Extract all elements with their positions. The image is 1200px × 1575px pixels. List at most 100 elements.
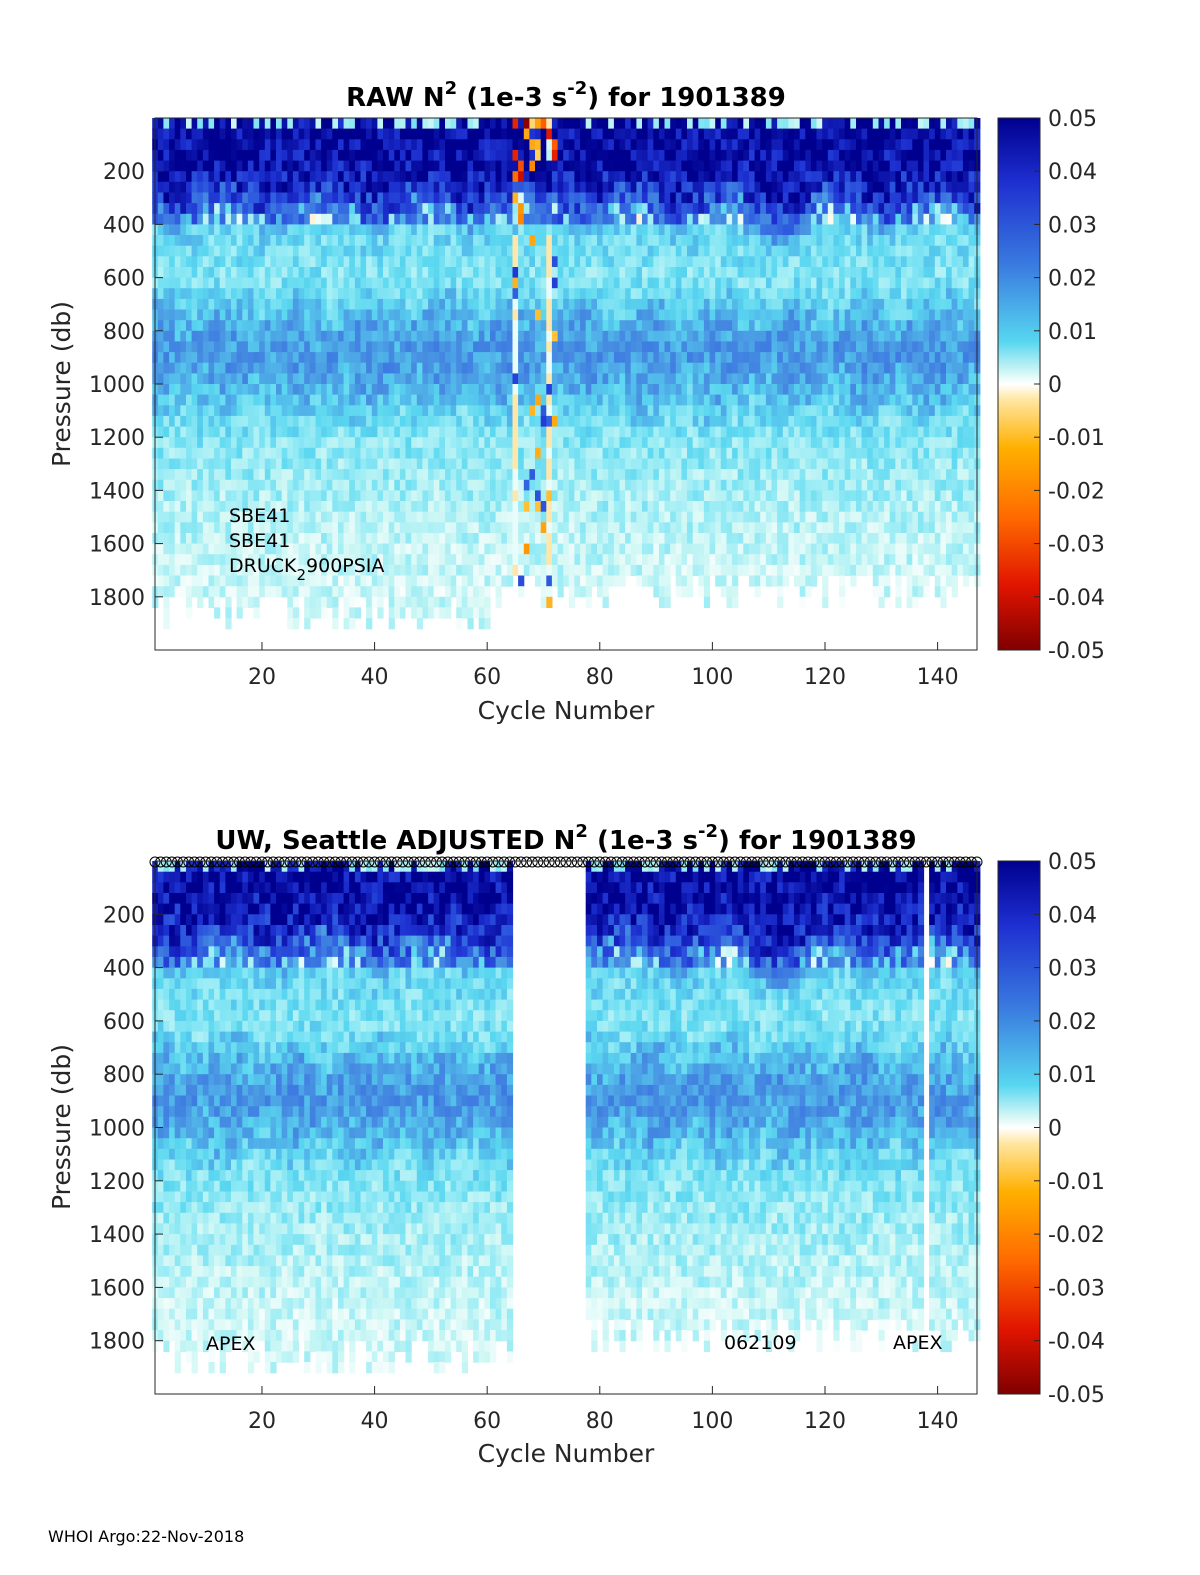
heatmap-cell — [495, 128, 502, 140]
heatmap-cell — [737, 362, 744, 374]
heatmap-cell — [270, 341, 277, 353]
heatmap-cell — [557, 128, 564, 140]
heatmap-cell — [388, 511, 395, 523]
heatmap-cell — [360, 437, 367, 449]
heatmap-cell — [270, 235, 277, 247]
heatmap-cell — [264, 128, 271, 140]
heatmap-cell — [157, 394, 164, 406]
heatmap-cell — [304, 298, 311, 311]
heatmap-cell — [399, 405, 407, 417]
heatmap-cell — [371, 288, 378, 300]
heatmap-cell — [529, 245, 536, 257]
heatmap-cell — [236, 213, 243, 225]
heatmap-cell — [681, 522, 688, 534]
heatmap-cell — [737, 160, 744, 172]
heatmap-cell — [591, 575, 598, 587]
heatmap-cell — [675, 554, 682, 566]
heatmap-cell — [703, 288, 711, 300]
heatmap-cell — [658, 511, 666, 523]
heatmap-cell — [664, 139, 671, 151]
heatmap-cell — [664, 128, 671, 140]
heatmap-cell — [405, 341, 412, 353]
heatmap-cell — [214, 479, 221, 491]
heatmap-cell — [658, 405, 666, 417]
heatmap-cell — [574, 213, 581, 225]
heatmap-cell — [647, 128, 654, 140]
heatmap-cell — [461, 586, 468, 598]
heatmap-cell — [219, 298, 226, 311]
heatmap-cell — [202, 341, 210, 353]
heatmap-cell — [377, 203, 384, 215]
heatmap-cell — [630, 118, 637, 130]
heatmap-cell — [647, 511, 654, 523]
heatmap-cell — [765, 320, 773, 332]
heatmap-cell — [416, 522, 423, 534]
heatmap-cell — [354, 224, 362, 236]
heatmap-cell — [411, 352, 418, 364]
heatmap-cell — [169, 245, 176, 257]
heatmap-cell — [371, 330, 378, 342]
heatmap-cell — [405, 330, 412, 342]
heatmap-cell — [383, 341, 390, 353]
heatmap-cell — [371, 596, 378, 608]
heatmap-cell — [535, 160, 542, 172]
heatmap-cell — [720, 139, 727, 151]
heatmap-cell — [703, 330, 711, 342]
heatmap-cell — [253, 149, 260, 162]
heatmap-cell — [602, 277, 609, 289]
heatmap-cell — [270, 405, 277, 417]
heatmap-cell — [754, 277, 761, 289]
heatmap-cell — [602, 447, 609, 459]
heatmap-cell — [253, 501, 260, 513]
heatmap-cell — [371, 426, 378, 438]
heatmap-cell — [338, 181, 345, 193]
heatmap-cell — [715, 415, 722, 428]
heatmap-cell — [664, 437, 671, 449]
heatmap-cell — [456, 607, 463, 619]
heatmap-cell — [309, 426, 316, 438]
heatmap-cell — [501, 245, 508, 257]
heatmap-cell — [765, 330, 773, 342]
heatmap-cell — [625, 171, 632, 183]
heatmap-cell — [180, 362, 187, 374]
heatmap-cell — [371, 149, 378, 162]
heatmap-cell — [264, 139, 271, 151]
heatmap-cell — [568, 543, 575, 555]
heatmap-cell — [298, 533, 305, 545]
heatmap-cell — [754, 203, 761, 215]
heatmap-cell — [490, 128, 497, 140]
heatmap-cell — [726, 203, 733, 215]
heatmap-cell — [349, 160, 356, 172]
heatmap-cell — [580, 309, 587, 321]
heatmap-cell — [715, 501, 722, 513]
heatmap-cell — [180, 554, 187, 566]
heatmap-cell — [276, 384, 283, 396]
heatmap-cell — [681, 352, 688, 364]
heatmap-cell — [529, 139, 536, 151]
heatmap-cell — [585, 341, 592, 353]
heatmap-cell — [484, 384, 491, 396]
heatmap-cell — [315, 394, 322, 406]
heatmap-cell — [169, 384, 176, 396]
heatmap-cell — [670, 256, 677, 268]
heatmap-cell — [529, 224, 536, 236]
heatmap-cell — [264, 490, 271, 502]
heatmap-cell — [698, 128, 705, 140]
heatmap-cell — [591, 543, 598, 555]
heatmap-cell — [186, 224, 193, 236]
heatmap-cell — [186, 373, 193, 385]
heatmap-cell — [439, 362, 446, 374]
heatmap-cell — [726, 405, 733, 417]
heatmap-cell — [591, 352, 598, 364]
heatmap-cell — [619, 437, 626, 449]
heatmap-cell — [501, 384, 508, 396]
heatmap-cell — [281, 224, 288, 236]
heatmap-cell — [743, 447, 750, 459]
heatmap-cell — [625, 405, 632, 417]
heatmap-cell — [169, 235, 176, 247]
heatmap-cell — [642, 437, 649, 449]
heatmap-cell — [501, 511, 508, 523]
heatmap-cell — [383, 139, 390, 151]
heatmap-cell — [450, 235, 457, 247]
heatmap-cell — [416, 479, 423, 491]
